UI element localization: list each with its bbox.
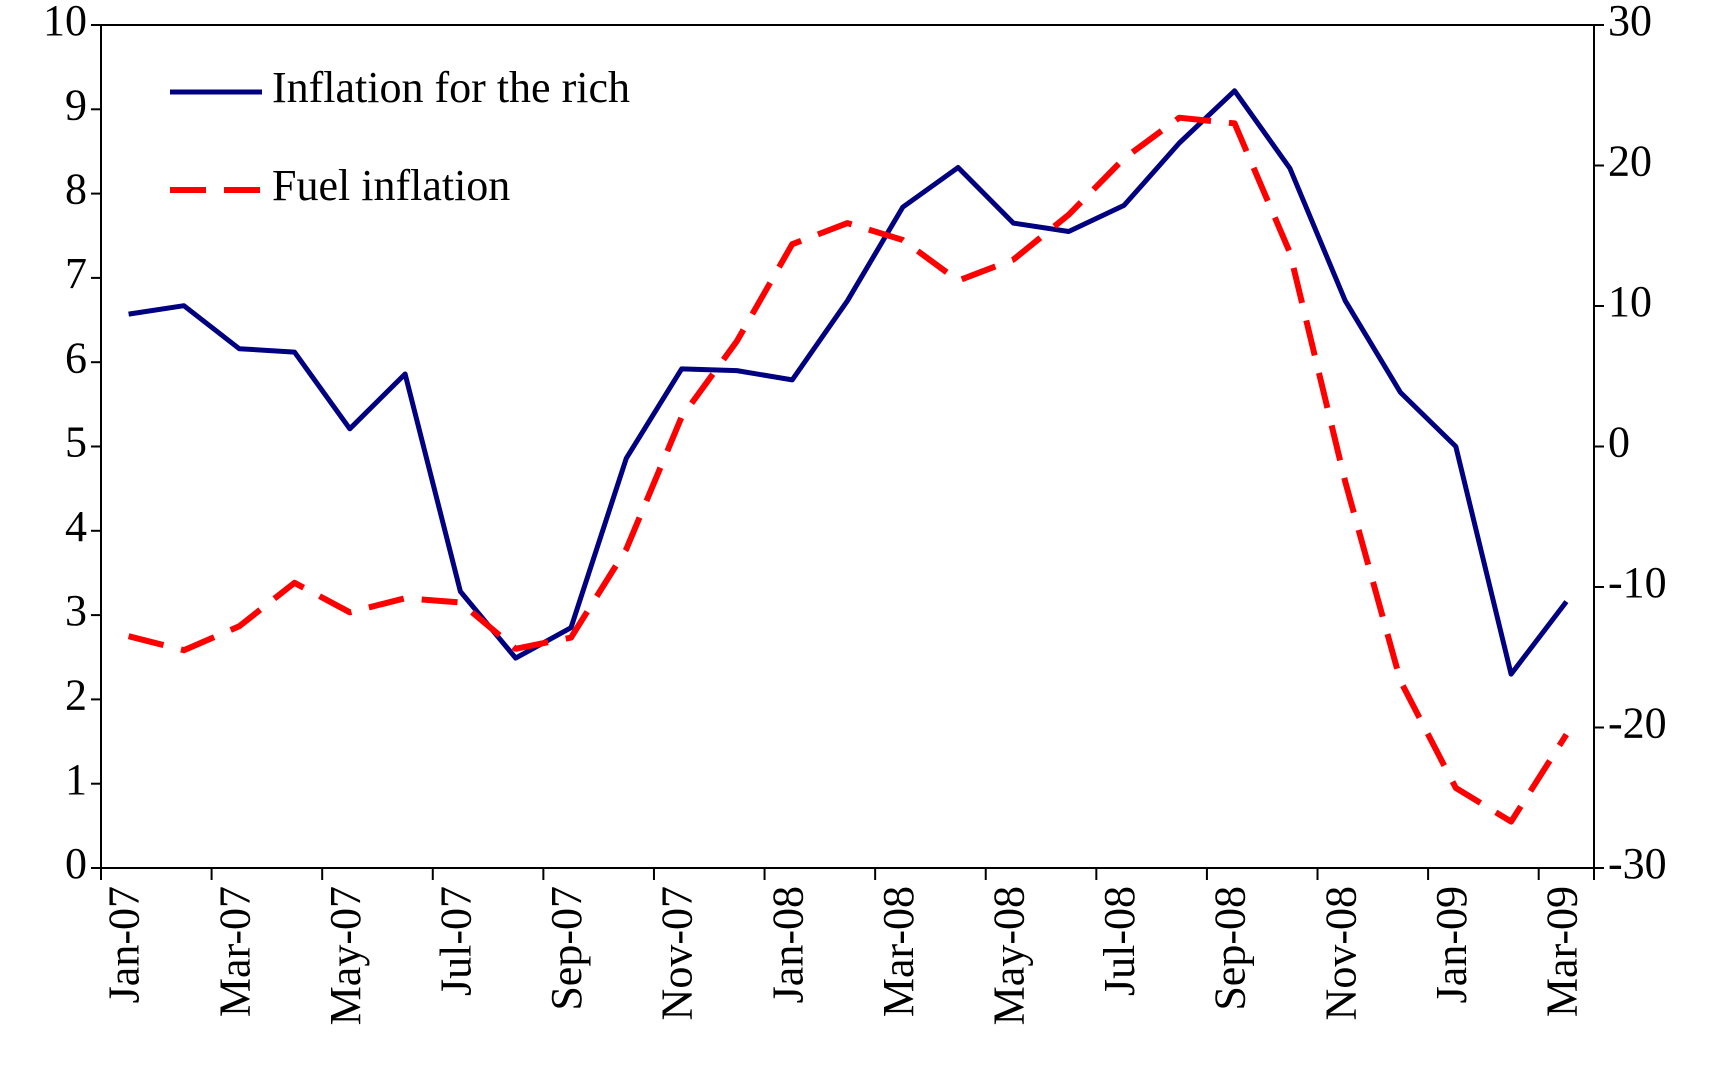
y-tick-label: 2 <box>65 670 87 719</box>
y2-tick-label: -20 <box>1608 699 1667 748</box>
y-tick-label: 6 <box>65 333 87 382</box>
x-tick-label: Jul-08 <box>1095 886 1144 996</box>
y2-tick-label: -30 <box>1608 839 1667 888</box>
series-line <box>128 88 1569 677</box>
x-tick-label: Nov-07 <box>653 886 702 1020</box>
y-tick-label: 8 <box>65 165 87 214</box>
y2-tick-label: -10 <box>1608 558 1667 607</box>
x-tick-label: Jan-07 <box>100 886 149 1003</box>
x-tick-label: Sep-08 <box>1206 886 1255 1011</box>
legend-label: Inflation for the rich <box>272 63 630 112</box>
legend-label: Fuel inflation <box>272 161 510 210</box>
x-tick-label: Mar-07 <box>210 886 259 1017</box>
x-tick-label: Jan-08 <box>763 886 812 1003</box>
y2-tick-label: 30 <box>1608 0 1652 45</box>
x-tick-label: May-07 <box>321 886 370 1025</box>
y-tick-label: 4 <box>65 502 87 551</box>
y-tick-label: 5 <box>65 418 87 467</box>
x-tick-label: Sep-07 <box>542 886 591 1011</box>
y-tick-label: 10 <box>43 0 87 45</box>
plot-frame <box>100 24 1595 869</box>
y-tick-label: 3 <box>65 586 87 635</box>
x-tick-label: Mar-08 <box>874 886 923 1017</box>
x-tick-label: Jul-07 <box>432 886 481 996</box>
x-tick-label: May-08 <box>984 886 1033 1025</box>
y2-tick-label: 0 <box>1608 418 1630 467</box>
x-tick-label: Mar-09 <box>1537 886 1586 1017</box>
y2-tick-label: 20 <box>1608 137 1652 186</box>
x-tick-label: Nov-08 <box>1316 886 1365 1020</box>
y2-tick-label: 10 <box>1608 277 1652 326</box>
y-tick-label: 7 <box>65 249 87 298</box>
y-tick-label: 1 <box>65 755 87 804</box>
series-line <box>127 114 1569 825</box>
y-tick-label: 0 <box>65 839 87 888</box>
x-tick-label: Jan-09 <box>1427 886 1476 1003</box>
y-tick-label: 9 <box>65 80 87 129</box>
